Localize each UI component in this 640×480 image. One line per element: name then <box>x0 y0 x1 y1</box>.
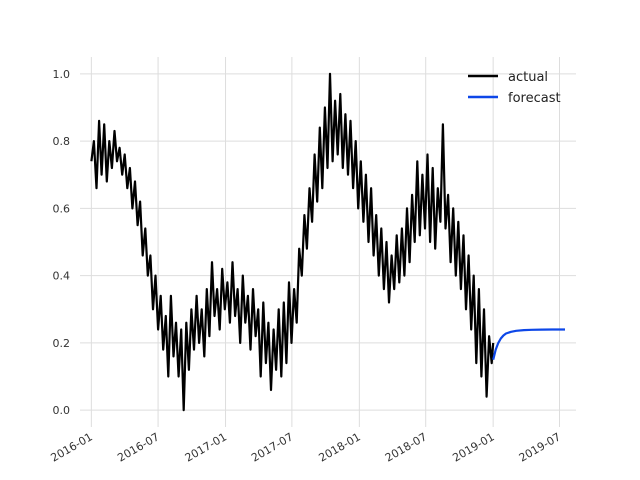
x-tick-label: 2016-07 <box>115 430 161 464</box>
y-tick-label: 0.2 <box>53 337 71 350</box>
x-tick-label: 2018-01 <box>317 430 363 464</box>
y-tick-label: 0.6 <box>53 202 71 215</box>
x-tick-label: 2017-07 <box>249 430 295 464</box>
y-tick-label: 0.4 <box>53 270 71 283</box>
x-tick-label: 2019-01 <box>450 430 496 464</box>
series-group <box>90 72 565 412</box>
x-tick-label: 2018-07 <box>383 430 429 464</box>
x-tick-label: 2016-01 <box>49 430 95 464</box>
x-axis-ticks: 2016-01 2016-07 2017-01 2017-07 2018-01 2018-… <box>49 430 563 464</box>
legend-label-actual: actual <box>508 70 548 85</box>
series-actual-line <box>90 72 495 412</box>
y-tick-label: 0.0 <box>53 404 71 417</box>
x-tick-label: 2017-01 <box>183 430 229 464</box>
legend-label-forecast: forecast <box>508 91 561 106</box>
y-tick-label: 1.0 <box>53 68 71 81</box>
x-tick-label: 2019-07 <box>517 430 563 464</box>
y-axis-ticks: 0.0 0.2 0.4 0.6 0.8 1.0 <box>53 68 71 417</box>
y-tick-label: 0.8 <box>53 135 71 148</box>
series-forecast-line <box>492 328 565 360</box>
legend: actual forecast <box>468 70 561 106</box>
